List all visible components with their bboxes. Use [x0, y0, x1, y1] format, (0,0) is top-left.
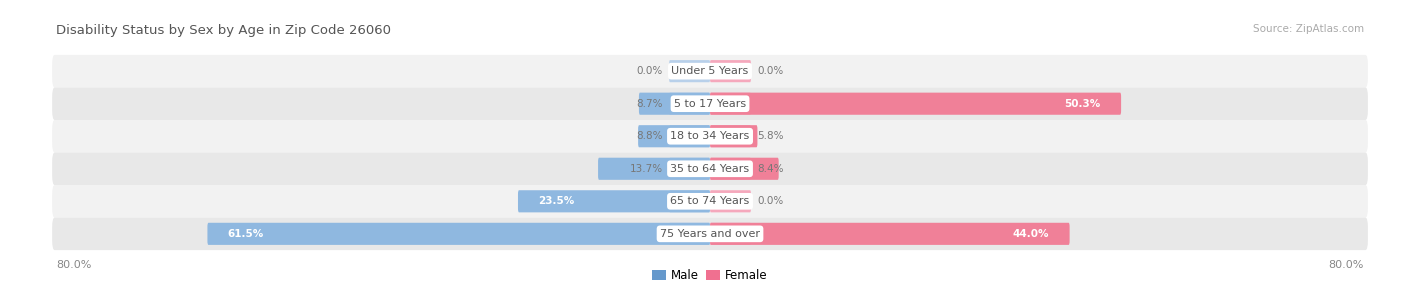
FancyBboxPatch shape	[669, 190, 710, 212]
FancyBboxPatch shape	[638, 125, 710, 147]
Text: 8.7%: 8.7%	[636, 99, 662, 109]
FancyBboxPatch shape	[710, 125, 751, 147]
FancyBboxPatch shape	[52, 88, 1368, 120]
FancyBboxPatch shape	[208, 223, 710, 245]
Text: 23.5%: 23.5%	[538, 196, 575, 206]
Text: 8.8%: 8.8%	[636, 131, 662, 141]
Text: 13.7%: 13.7%	[630, 164, 662, 174]
FancyBboxPatch shape	[669, 158, 710, 180]
Text: 5 to 17 Years: 5 to 17 Years	[673, 99, 747, 109]
Text: 80.0%: 80.0%	[56, 260, 91, 270]
Text: Disability Status by Sex by Age in Zip Code 26060: Disability Status by Sex by Age in Zip C…	[56, 24, 391, 38]
Text: 75 Years and over: 75 Years and over	[659, 229, 761, 239]
Text: 50.3%: 50.3%	[1064, 99, 1101, 109]
FancyBboxPatch shape	[669, 60, 710, 82]
FancyBboxPatch shape	[52, 152, 1368, 185]
FancyBboxPatch shape	[710, 190, 751, 212]
Text: 65 to 74 Years: 65 to 74 Years	[671, 196, 749, 206]
FancyBboxPatch shape	[710, 158, 779, 180]
FancyBboxPatch shape	[710, 223, 751, 245]
FancyBboxPatch shape	[52, 217, 1368, 250]
Text: 80.0%: 80.0%	[1329, 260, 1364, 270]
FancyBboxPatch shape	[710, 158, 751, 180]
Text: Source: ZipAtlas.com: Source: ZipAtlas.com	[1253, 24, 1364, 34]
Text: 0.0%: 0.0%	[637, 66, 662, 76]
FancyBboxPatch shape	[710, 223, 1070, 245]
Text: 8.4%: 8.4%	[758, 164, 785, 174]
FancyBboxPatch shape	[710, 60, 751, 82]
Text: 35 to 64 Years: 35 to 64 Years	[671, 164, 749, 174]
Text: 44.0%: 44.0%	[1012, 229, 1049, 239]
FancyBboxPatch shape	[517, 190, 710, 212]
FancyBboxPatch shape	[710, 93, 751, 115]
FancyBboxPatch shape	[52, 120, 1368, 152]
Text: 61.5%: 61.5%	[228, 229, 264, 239]
Text: 18 to 34 Years: 18 to 34 Years	[671, 131, 749, 141]
FancyBboxPatch shape	[52, 55, 1368, 88]
Text: 0.0%: 0.0%	[758, 196, 783, 206]
Text: 0.0%: 0.0%	[758, 66, 783, 76]
Legend: Male, Female: Male, Female	[648, 265, 772, 287]
Text: Under 5 Years: Under 5 Years	[672, 66, 748, 76]
FancyBboxPatch shape	[710, 93, 1121, 115]
FancyBboxPatch shape	[710, 125, 758, 147]
Text: 5.8%: 5.8%	[758, 131, 785, 141]
FancyBboxPatch shape	[669, 223, 710, 245]
FancyBboxPatch shape	[638, 93, 710, 115]
FancyBboxPatch shape	[598, 158, 710, 180]
FancyBboxPatch shape	[669, 93, 710, 115]
FancyBboxPatch shape	[669, 125, 710, 147]
FancyBboxPatch shape	[52, 185, 1368, 217]
